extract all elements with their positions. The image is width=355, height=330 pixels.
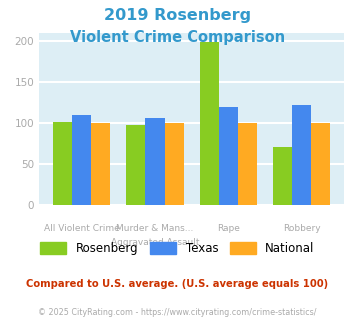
Bar: [292, 105, 311, 205]
Bar: [53, 122, 72, 205]
Bar: [311, 123, 331, 205]
Bar: [146, 118, 164, 205]
Text: © 2025 CityRating.com - https://www.cityrating.com/crime-statistics/: © 2025 CityRating.com - https://www.city…: [38, 308, 317, 316]
Bar: [219, 107, 238, 205]
Legend: Rosenberg, Texas, National: Rosenberg, Texas, National: [36, 237, 320, 260]
Bar: [238, 123, 257, 205]
Text: Aggravated Assault: Aggravated Assault: [111, 238, 199, 247]
Text: Violent Crime Comparison: Violent Crime Comparison: [70, 30, 285, 45]
Text: Murder & Mans...: Murder & Mans...: [116, 224, 194, 233]
Text: All Violent Crime: All Violent Crime: [44, 224, 119, 233]
Text: 2019 Rosenberg: 2019 Rosenberg: [104, 8, 251, 23]
Text: Compared to U.S. average. (U.S. average equals 100): Compared to U.S. average. (U.S. average …: [26, 279, 329, 289]
Bar: [200, 42, 219, 205]
Bar: [273, 148, 292, 205]
Bar: [72, 115, 91, 205]
Text: Robbery: Robbery: [283, 224, 321, 233]
Bar: [164, 123, 184, 205]
Bar: [126, 125, 146, 205]
Text: Rape: Rape: [217, 224, 240, 233]
Bar: [91, 123, 110, 205]
